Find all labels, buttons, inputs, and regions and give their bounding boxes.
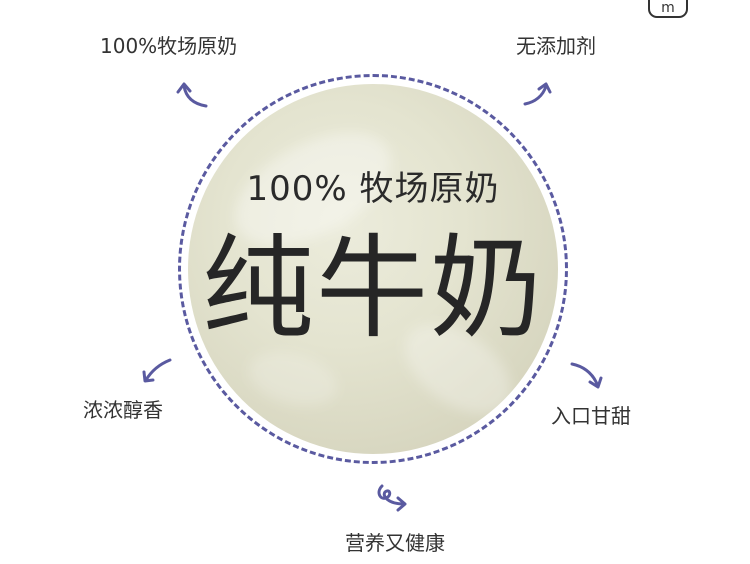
feature-label-rich-aroma: 浓浓醇香 bbox=[83, 398, 163, 422]
dashed-ring bbox=[178, 74, 568, 464]
curved-arrow-icon bbox=[142, 358, 172, 383]
curved-arrow-icon bbox=[570, 362, 603, 389]
corner-tag: m bbox=[648, 0, 688, 18]
feature-label-nutritious: 营养又健康 bbox=[345, 531, 445, 555]
curved-arrow-icon bbox=[377, 484, 407, 512]
feature-label-ranch-milk: 100%牧场原奶 bbox=[100, 34, 238, 58]
feature-label-sweet-taste: 入口甘甜 bbox=[551, 404, 631, 428]
product-headline: 纯牛奶 bbox=[202, 224, 544, 354]
curved-arrow-icon bbox=[523, 82, 552, 106]
curved-arrow-icon bbox=[176, 82, 208, 108]
product-image: 100% 牧场原奶 纯牛奶 bbox=[188, 84, 558, 454]
feature-label-no-additives: 无添加剂 bbox=[516, 34, 596, 58]
product-subtitle: 100% 牧场原奶 bbox=[246, 169, 500, 209]
